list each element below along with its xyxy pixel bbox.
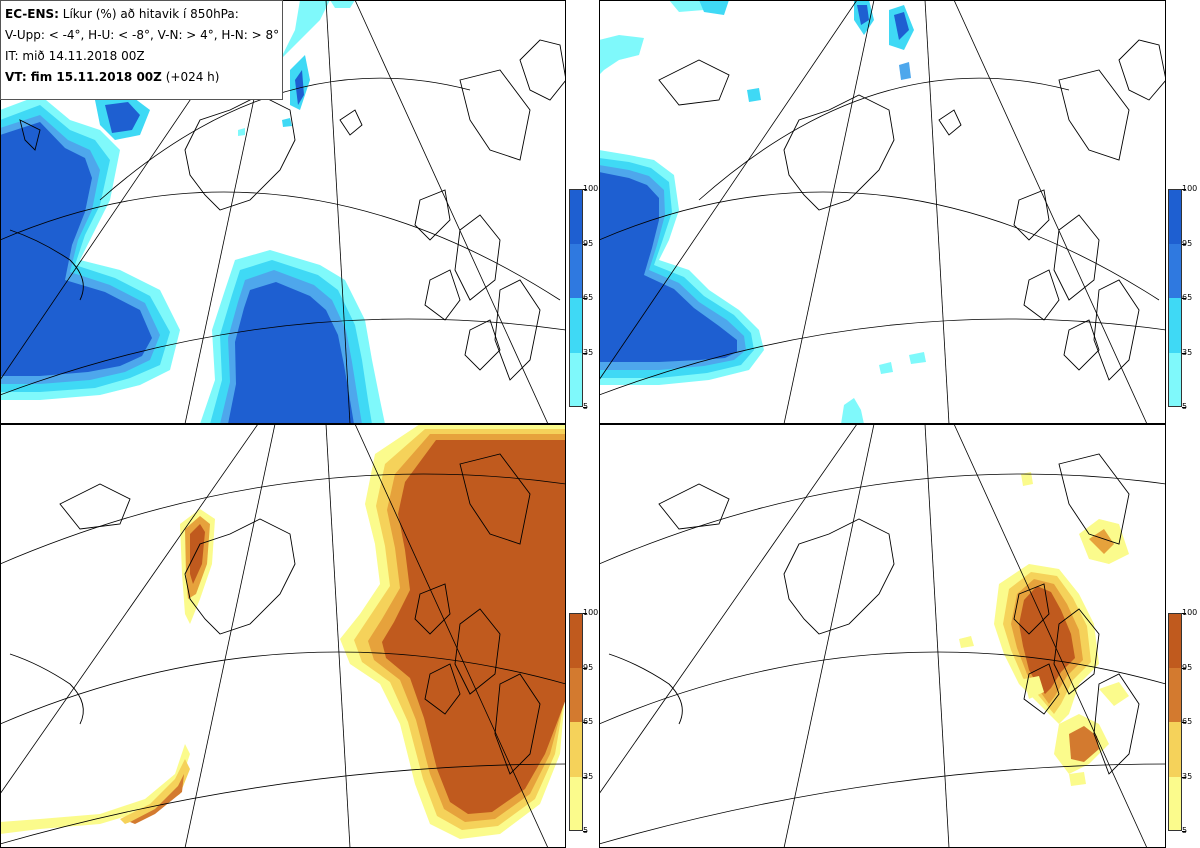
colorbar-tick — [1182, 352, 1186, 354]
colorbar-tick — [583, 298, 587, 299]
colorbar-tick — [1182, 243, 1186, 245]
colorbar-segment — [569, 189, 583, 244]
colorbar-tick-label: 95 — [1182, 238, 1193, 248]
colorbar-tick-label: 100 — [583, 608, 599, 617]
valid-time: VT: fim 15.11.2018 00Z — [5, 70, 162, 84]
colorbar-segment — [569, 613, 583, 668]
colorbar-tick-label: 5 — [1182, 826, 1188, 835]
colorbar-tick-label: 35 — [583, 347, 594, 357]
model-name: EC-ENS: — [5, 7, 59, 21]
colorbar-outline — [569, 189, 583, 407]
colorbar-outline — [569, 613, 583, 831]
coastlines — [9, 39, 566, 381]
colorbar-tick-label: 35 — [583, 771, 594, 781]
colorbar-tick — [583, 613, 587, 614]
colorbar-tick — [1182, 667, 1186, 669]
coastlines — [658, 39, 1166, 381]
colorbar-tick — [583, 722, 587, 723]
map-v-n — [0, 424, 566, 848]
coastlines — [9, 453, 541, 775]
colorbar-segment — [1168, 613, 1182, 668]
colorbar-tick — [583, 352, 587, 354]
colorbar-tick-label: 95 — [1182, 662, 1193, 672]
colorbar-segment — [569, 776, 583, 831]
colorbar-segment — [1168, 243, 1182, 298]
colorbar-segment — [1168, 298, 1182, 353]
cold-probability-area — [599, 0, 926, 424]
colorbar-segment — [1168, 352, 1182, 407]
info-line-2: V-Upp: < -4°, H-U: < -8°, V-N: > 4°, H-N… — [5, 28, 280, 42]
colorbar-tick — [583, 776, 587, 778]
colorbar-tick-label: 100 — [1182, 184, 1198, 193]
info-line-4: VT: fim 15.11.2018 00Z (+024 h) — [5, 67, 282, 88]
map-info-box: EC-ENS: Líkur (%) að hitavik í 850hPa: V… — [0, 0, 283, 100]
colorbar-tick — [1182, 613, 1186, 614]
colorbar-outline — [1168, 189, 1182, 407]
colorbar-tick-label: 5 — [583, 826, 589, 835]
map-panel-h-n — [599, 424, 1166, 848]
coastlines — [608, 453, 1140, 775]
graticule — [599, 424, 1166, 848]
colorbar-h-u: 100 95 65 35 5 — [1168, 185, 1197, 411]
colorbar-segment — [1168, 667, 1182, 722]
colorbar-segment — [1168, 776, 1182, 831]
colorbar-segment — [569, 243, 583, 298]
colorbar-tick — [583, 407, 587, 408]
colorbar-tick-label: 95 — [583, 662, 594, 672]
colorbar-segment — [569, 298, 583, 353]
colorbar-segment — [569, 722, 583, 777]
colorbar-segment — [569, 352, 583, 407]
colorbar-tick — [1182, 831, 1186, 832]
colorbar-segment — [1168, 722, 1182, 777]
colorbar-h-n: 100 95 65 35 5 — [1168, 609, 1197, 835]
warm-probability-area — [0, 424, 566, 839]
colorbar-outline — [1168, 613, 1182, 831]
colorbar-tick — [1182, 722, 1186, 723]
colorbar-tick-label: 65 — [583, 717, 594, 726]
colorbar-tick-label: 35 — [1182, 771, 1193, 781]
colorbar-tick — [1182, 298, 1186, 299]
map-panel-v-n — [0, 424, 566, 848]
colorbar-segment — [569, 667, 583, 722]
graticule — [0, 424, 566, 848]
colorbar-tick — [583, 831, 587, 832]
info-line-3: IT: mið 14.11.2018 00Z — [5, 49, 145, 63]
info-line-1: EC-ENS: Líkur (%) að hitavik í 850hPa: — [5, 4, 282, 25]
colorbar-tick-label: 65 — [1182, 293, 1193, 302]
colorbar-tick-label: 5 — [1182, 402, 1188, 411]
colorbar-tick — [583, 667, 587, 669]
lead-time: (+024 h) — [165, 70, 220, 84]
colorbar-tick-label: 65 — [1182, 717, 1193, 726]
colorbar-tick-label: 5 — [583, 402, 589, 411]
product-description: Líkur (%) að hitavik í 850hPa: — [62, 7, 239, 21]
colorbar-tick-label: 100 — [583, 184, 599, 193]
colorbar-tick-label: 65 — [583, 293, 594, 302]
colorbar-tick — [1182, 407, 1186, 408]
colorbar-tick — [1182, 189, 1186, 190]
colorbar-tick-label: 35 — [1182, 347, 1193, 357]
map-h-n — [599, 424, 1166, 848]
colorbar-tick-label: 95 — [583, 238, 594, 248]
map-h-u — [599, 0, 1166, 424]
colorbar-v-n: 100 95 65 35 5 — [569, 609, 598, 835]
map-panel-h-u — [599, 0, 1166, 424]
colorbar-tick — [583, 189, 587, 190]
colorbar-tick — [583, 243, 587, 245]
warm-probability-area — [959, 472, 1129, 786]
colorbar-tick — [1182, 776, 1186, 778]
map-panel-v-upp — [0, 0, 566, 424]
colorbar-segment — [1168, 189, 1182, 244]
colorbar-v-upp: 100 95 65 35 5 — [569, 185, 598, 411]
colorbar-tick-label: 100 — [1182, 608, 1198, 617]
